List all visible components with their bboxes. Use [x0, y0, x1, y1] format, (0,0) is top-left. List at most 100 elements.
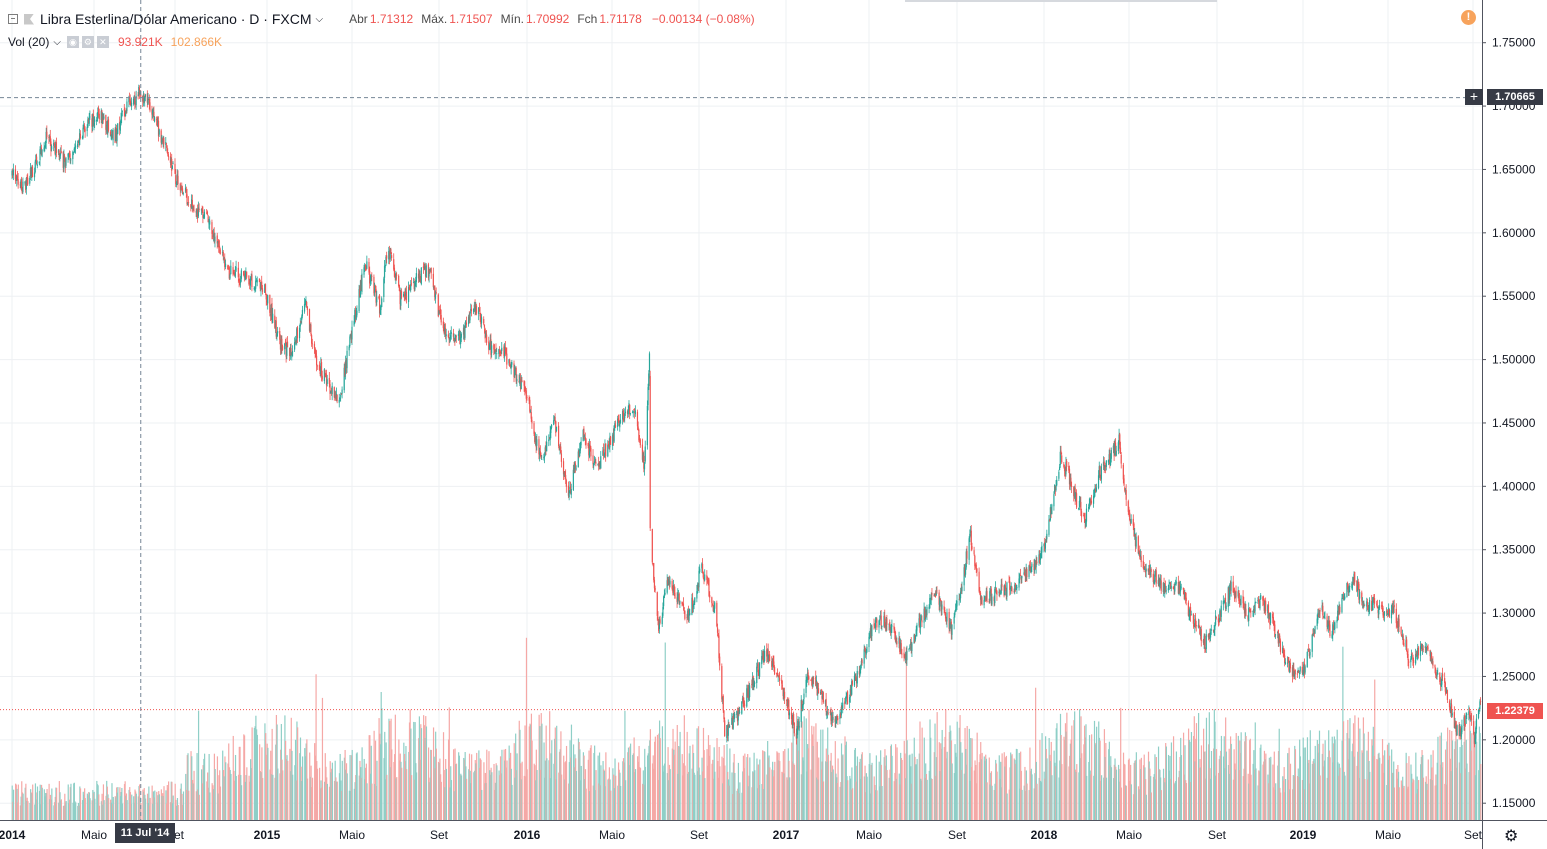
candle-body	[243, 271, 245, 275]
candle-body	[704, 574, 706, 581]
candle-body	[597, 464, 599, 465]
volume-bar	[1359, 728, 1361, 820]
candle-body	[896, 641, 898, 645]
candle-body	[663, 594, 665, 598]
collapse-icon[interactable]	[8, 14, 18, 24]
candle-body	[143, 96, 145, 103]
time-axis-label: 2014	[0, 828, 26, 842]
gear-icon[interactable]: ⚙	[81, 36, 94, 48]
candle-body	[1105, 460, 1107, 467]
volume-bar	[185, 789, 188, 820]
candle-body	[1095, 487, 1098, 491]
candle-body	[325, 373, 327, 375]
volume-label[interactable]: Vol (20)	[8, 35, 50, 49]
volume-bar	[1178, 770, 1180, 820]
time-axis-label: 2019	[1290, 828, 1317, 842]
candle-body	[468, 314, 470, 321]
candle-body	[289, 347, 291, 357]
candle-body	[449, 338, 451, 340]
candle-body	[714, 602, 716, 609]
candle-body	[29, 177, 31, 184]
volume-bar	[228, 767, 231, 820]
candle-body	[1083, 514, 1085, 519]
candle-body	[1152, 573, 1154, 583]
candle-body	[796, 728, 798, 739]
volume-bar	[1388, 742, 1390, 820]
candle-body	[111, 129, 113, 137]
volume-bar	[425, 726, 428, 820]
volume-bar	[292, 774, 294, 820]
volume-bar	[499, 756, 502, 820]
volume-bar	[1086, 775, 1088, 820]
candle-body	[801, 700, 803, 709]
candle-body	[1024, 575, 1027, 582]
volume-bar	[53, 802, 56, 820]
volume-bar	[107, 794, 109, 820]
candle-body	[1132, 518, 1134, 526]
crosshair-plus-icon[interactable]: +	[1465, 89, 1483, 105]
candle-body	[788, 712, 791, 716]
candle-body	[836, 716, 838, 718]
candle-body	[716, 627, 719, 633]
volume-bar	[1289, 763, 1292, 820]
volume-bar	[712, 778, 715, 820]
volume-bar	[294, 765, 296, 820]
candle-body	[25, 183, 27, 190]
volume-bar	[526, 769, 528, 820]
volume-bar	[1119, 768, 1121, 820]
candle-body	[59, 152, 62, 156]
candle-body	[165, 143, 168, 145]
candle-body	[1118, 434, 1120, 443]
candle-body	[773, 661, 775, 667]
candle-body	[996, 591, 998, 595]
settings-gear-icon[interactable]: ⚙	[1504, 828, 1519, 845]
volume-bar	[511, 784, 513, 820]
volume-bar	[1108, 741, 1110, 820]
volume-bar	[998, 755, 1000, 820]
volume-bar	[22, 793, 24, 820]
volume-bar	[975, 765, 977, 820]
volume-bar	[904, 753, 906, 820]
volume-bar	[1439, 735, 1441, 820]
volume-bar	[56, 787, 58, 820]
candle-body	[1307, 648, 1309, 651]
candle-body	[429, 269, 432, 271]
candle-body	[786, 700, 788, 709]
candle-body	[1031, 563, 1033, 568]
volume-bar	[744, 753, 746, 820]
candle-body	[766, 650, 769, 656]
volume-bar	[807, 748, 809, 820]
volume-bar	[1435, 774, 1437, 820]
candle-body	[840, 706, 842, 716]
candle-body	[1058, 466, 1061, 471]
volume-bar	[343, 757, 346, 820]
candle-body	[572, 469, 574, 490]
volume-bar	[146, 793, 149, 820]
volume-bar	[385, 742, 387, 820]
candle-body	[105, 125, 108, 132]
chevron-down-icon[interactable]: ⌵	[53, 36, 61, 48]
chevron-down-icon[interactable]: ⌵	[315, 13, 324, 25]
volume-bar	[445, 759, 447, 820]
volume-bar	[1367, 731, 1369, 820]
symbol-title[interactable]: Libra Esterlina/Dólar Americano · D · FX…	[40, 11, 312, 27]
volume-bar	[1383, 772, 1385, 820]
candle-body	[1038, 554, 1040, 563]
candle-body	[968, 538, 970, 560]
candle-body	[853, 675, 856, 686]
close-icon[interactable]: ✕	[96, 36, 109, 48]
volume-bar	[135, 793, 137, 820]
candle-body	[855, 679, 858, 684]
candle-body	[808, 676, 810, 680]
eye-icon[interactable]: ◉	[66, 36, 79, 48]
volume-bar	[549, 778, 551, 820]
volume-bar	[840, 743, 843, 820]
candle-body	[619, 424, 621, 428]
volume-bar	[58, 781, 60, 820]
candle-body	[667, 579, 670, 585]
volume-bar	[380, 691, 382, 820]
warning-icon[interactable]: !	[1461, 10, 1476, 25]
candle-body	[324, 370, 326, 373]
